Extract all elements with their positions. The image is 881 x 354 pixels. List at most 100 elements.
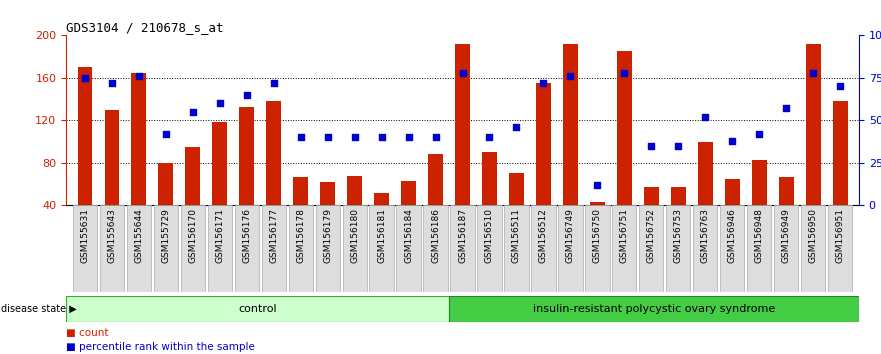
Text: GSM156752: GSM156752 <box>647 208 655 263</box>
Text: GSM156749: GSM156749 <box>566 208 575 263</box>
Bar <box>448 296 859 322</box>
Point <box>752 131 766 137</box>
FancyBboxPatch shape <box>100 205 124 292</box>
FancyBboxPatch shape <box>343 205 366 292</box>
FancyBboxPatch shape <box>801 205 825 292</box>
Bar <box>212 122 227 205</box>
Text: GSM156186: GSM156186 <box>431 208 440 263</box>
Text: insulin-resistant polycystic ovary syndrome: insulin-resistant polycystic ovary syndr… <box>533 304 775 314</box>
FancyBboxPatch shape <box>396 205 421 292</box>
Text: GSM156949: GSM156949 <box>781 208 790 263</box>
FancyBboxPatch shape <box>559 205 582 292</box>
Bar <box>401 181 416 205</box>
FancyBboxPatch shape <box>585 205 610 292</box>
Point <box>590 182 604 188</box>
Bar <box>617 51 632 205</box>
FancyBboxPatch shape <box>262 205 285 292</box>
Bar <box>266 101 281 205</box>
Point <box>212 101 226 106</box>
Bar <box>428 154 443 205</box>
FancyBboxPatch shape <box>828 205 852 292</box>
Point <box>321 135 335 140</box>
Text: ■ count: ■ count <box>66 328 108 338</box>
Bar <box>455 44 470 205</box>
Bar <box>347 176 362 205</box>
Bar <box>698 142 713 205</box>
Text: GSM156948: GSM156948 <box>755 208 764 263</box>
Text: GSM156171: GSM156171 <box>215 208 225 263</box>
Bar <box>78 67 93 205</box>
FancyBboxPatch shape <box>181 205 205 292</box>
Text: GSM155644: GSM155644 <box>135 208 144 263</box>
Point <box>699 114 713 120</box>
Point <box>105 80 119 86</box>
Text: GSM156177: GSM156177 <box>270 208 278 263</box>
Point <box>455 70 470 76</box>
Bar <box>563 44 578 205</box>
Bar <box>670 187 685 205</box>
FancyBboxPatch shape <box>720 205 744 292</box>
Text: GSM156511: GSM156511 <box>512 208 521 263</box>
Point <box>618 70 632 76</box>
Text: GSM156170: GSM156170 <box>189 208 197 263</box>
Point <box>348 135 362 140</box>
Text: GSM156763: GSM156763 <box>700 208 710 263</box>
Bar <box>131 73 146 205</box>
Bar <box>240 107 255 205</box>
Bar <box>66 296 448 322</box>
Text: GSM156751: GSM156751 <box>620 208 629 263</box>
Text: GSM155631: GSM155631 <box>80 208 90 263</box>
Point <box>186 109 200 115</box>
Bar <box>482 152 497 205</box>
Text: GSM156750: GSM156750 <box>593 208 602 263</box>
FancyBboxPatch shape <box>369 205 394 292</box>
Point <box>671 143 685 149</box>
Text: GSM155729: GSM155729 <box>161 208 170 263</box>
FancyBboxPatch shape <box>693 205 717 292</box>
Bar <box>159 163 174 205</box>
Point <box>537 80 551 86</box>
Bar <box>806 44 820 205</box>
FancyBboxPatch shape <box>127 205 151 292</box>
FancyBboxPatch shape <box>774 205 798 292</box>
Point <box>563 73 577 79</box>
Bar <box>293 177 308 205</box>
FancyBboxPatch shape <box>424 205 448 292</box>
Bar <box>321 182 335 205</box>
Bar <box>105 110 119 205</box>
FancyBboxPatch shape <box>747 205 772 292</box>
Point <box>509 124 523 130</box>
Bar <box>779 177 794 205</box>
Point <box>428 135 442 140</box>
Text: GSM156510: GSM156510 <box>485 208 494 263</box>
Text: GSM156753: GSM156753 <box>674 208 683 263</box>
FancyBboxPatch shape <box>234 205 259 292</box>
Text: GSM156176: GSM156176 <box>242 208 251 263</box>
Bar <box>509 173 524 205</box>
Point <box>78 75 92 81</box>
Point <box>374 135 389 140</box>
Point <box>483 135 497 140</box>
Point <box>159 131 173 137</box>
Text: GSM156181: GSM156181 <box>377 208 386 263</box>
Text: GSM156950: GSM156950 <box>809 208 818 263</box>
Text: GSM156187: GSM156187 <box>458 208 467 263</box>
FancyBboxPatch shape <box>315 205 340 292</box>
Bar <box>185 147 200 205</box>
FancyBboxPatch shape <box>504 205 529 292</box>
Point <box>240 92 254 98</box>
Text: GSM156946: GSM156946 <box>728 208 737 263</box>
FancyBboxPatch shape <box>208 205 232 292</box>
Text: GSM156180: GSM156180 <box>350 208 359 263</box>
Text: GSM156184: GSM156184 <box>404 208 413 263</box>
Text: disease state ▶: disease state ▶ <box>1 304 77 314</box>
Point <box>644 143 658 149</box>
Text: control: control <box>238 304 277 314</box>
Bar <box>644 187 659 205</box>
Text: GSM156512: GSM156512 <box>539 208 548 263</box>
Point <box>779 105 793 111</box>
FancyBboxPatch shape <box>478 205 501 292</box>
Text: GSM155643: GSM155643 <box>107 208 116 263</box>
Point <box>725 138 739 144</box>
FancyBboxPatch shape <box>666 205 691 292</box>
